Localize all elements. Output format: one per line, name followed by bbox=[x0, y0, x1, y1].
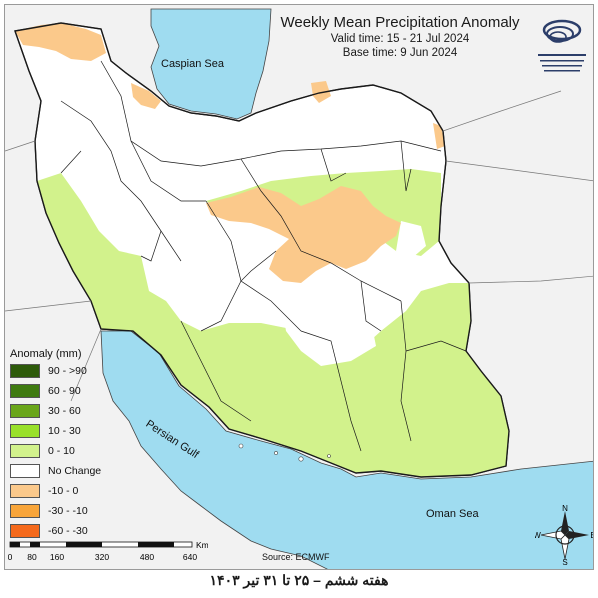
legend: Anomaly (mm) 90 - >90 60 - 90 30 - 60 10… bbox=[10, 348, 130, 542]
legend-swatch bbox=[10, 363, 40, 378]
scale-tick: 640 bbox=[183, 552, 197, 562]
map-frame: N S E W bbox=[4, 4, 594, 570]
scale-bar: 0 80 160 320 480 640 Km bbox=[8, 540, 208, 562]
legend-label: -60 - -30 bbox=[48, 524, 88, 537]
iran-outline bbox=[14, 22, 510, 478]
white-east bbox=[396, 221, 426, 259]
legend-item: 0 - 10 bbox=[10, 442, 130, 459]
gulf-islands bbox=[238, 443, 331, 462]
legend-label: 90 - >90 bbox=[48, 364, 87, 377]
oman-sea-label: Oman Sea bbox=[426, 508, 479, 520]
gulf-shape bbox=[100, 330, 593, 569]
legend-item: No Change bbox=[10, 462, 130, 479]
compass-w: W bbox=[535, 531, 541, 540]
legend-item: -60 - -30 bbox=[10, 522, 130, 539]
precipitation-map bbox=[5, 5, 593, 569]
legend-label: 60 - 90 bbox=[48, 384, 81, 397]
legend-item: -10 - 0 bbox=[10, 482, 130, 499]
title-block: Weekly Mean Precipitation Anomaly Valid … bbox=[250, 14, 550, 60]
legend-item: 30 - 60 bbox=[10, 402, 130, 419]
dry-east-edge bbox=[433, 123, 445, 149]
legend-label: -10 - 0 bbox=[48, 484, 79, 497]
scale-tick: 480 bbox=[140, 552, 154, 562]
legend-swatch bbox=[10, 523, 40, 538]
compass-rose-icon: N S E W bbox=[535, 505, 594, 565]
legend-swatch bbox=[10, 463, 40, 478]
scale-tick: 320 bbox=[95, 552, 109, 562]
scale-unit: Km bbox=[196, 540, 208, 550]
province-borders bbox=[60, 60, 467, 452]
scale-tick: 160 bbox=[50, 552, 64, 562]
valid-time: Valid time: 15 - 21 Jul 2024 bbox=[330, 33, 470, 45]
legend-label: 0 - 10 bbox=[48, 444, 75, 457]
scale-tick: 80 bbox=[27, 552, 37, 562]
compass-e: E bbox=[590, 531, 594, 540]
legend-item: 90 - >90 bbox=[10, 362, 130, 379]
scale-tick: 0 bbox=[8, 552, 13, 562]
legend-swatch bbox=[10, 503, 40, 518]
base-time: Base time: 9 Jun 2024 bbox=[342, 47, 458, 59]
persian-caption: هفته ششم – ۲۵ تا ۳۱ تیر ۱۴۰۳ bbox=[209, 572, 389, 588]
dry-central bbox=[206, 186, 401, 283]
white-central bbox=[281, 291, 376, 366]
legend-label: 10 - 30 bbox=[48, 424, 81, 437]
legend-label: No Change bbox=[48, 464, 102, 477]
legend-swatch bbox=[10, 483, 40, 498]
wet-west bbox=[37, 173, 509, 477]
dry-northwest bbox=[15, 23, 106, 61]
map-title: Weekly Mean Precipitation Anomaly bbox=[280, 14, 520, 31]
legend-swatch bbox=[10, 383, 40, 398]
compass-s: S bbox=[562, 558, 567, 565]
compass-n: N bbox=[562, 505, 568, 513]
caspian-sea-label: Caspian Sea bbox=[161, 58, 224, 70]
legend-item: 10 - 30 bbox=[10, 422, 130, 439]
legend-swatch bbox=[10, 403, 40, 418]
neighbour-borders bbox=[5, 90, 593, 402]
caspian-sea-shape bbox=[150, 8, 272, 120]
organization-logo-icon bbox=[538, 19, 586, 72]
dry-caspian-south bbox=[131, 83, 161, 109]
legend-item: -30 - -10 bbox=[10, 502, 130, 519]
legend-swatch bbox=[10, 423, 40, 438]
legend-item: 60 - 90 bbox=[10, 382, 130, 399]
legend-label: 30 - 60 bbox=[48, 404, 81, 417]
legend-title: Anomaly (mm) bbox=[10, 348, 82, 360]
legend-swatch bbox=[10, 443, 40, 458]
legend-label: -30 - -10 bbox=[48, 504, 88, 517]
source-label: Source: ECMWF bbox=[262, 552, 330, 562]
